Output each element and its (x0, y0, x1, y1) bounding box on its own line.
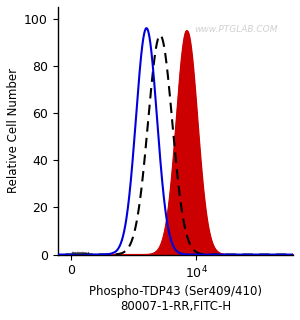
Text: www.PTGLAB.COM: www.PTGLAB.COM (194, 25, 278, 34)
X-axis label: Phospho-TDP43 (Ser409/410)
80007-1-RR,FITC-H: Phospho-TDP43 (Ser409/410) 80007-1-RR,FI… (89, 285, 262, 313)
Y-axis label: Relative Cell Number: Relative Cell Number (7, 68, 20, 193)
